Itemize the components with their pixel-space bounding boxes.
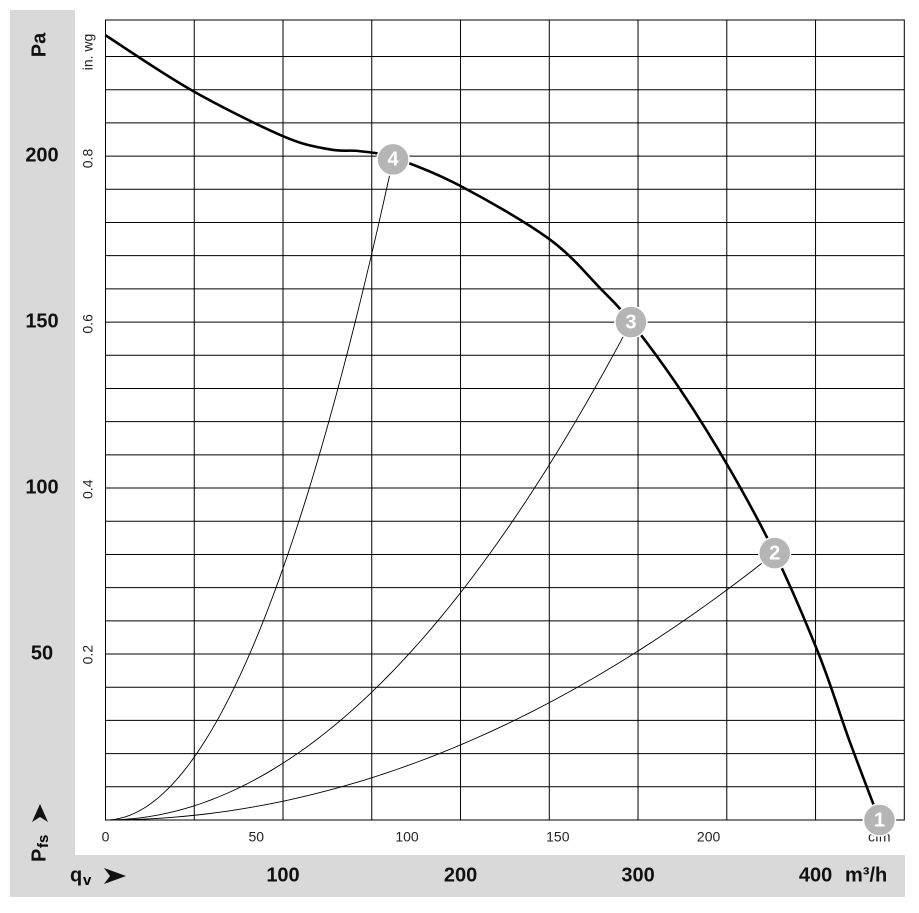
x2-tick-label: 0 bbox=[102, 829, 110, 845]
x-tick-label: 400 bbox=[799, 864, 832, 886]
bottom-band bbox=[10, 855, 905, 897]
x2-tick-label: 150 bbox=[546, 829, 570, 845]
system-curve bbox=[105, 321, 632, 821]
y2-tick-label: 0.4 bbox=[80, 479, 96, 499]
x-label: m³/h bbox=[845, 864, 887, 886]
operating-point bbox=[614, 305, 648, 339]
operating-point bbox=[376, 142, 410, 177]
fan-curve bbox=[104, 34, 881, 821]
y-symbol: P fs bbox=[28, 804, 52, 862]
operating-point-label: 4 bbox=[388, 149, 400, 171]
arrow bbox=[32, 804, 48, 822]
system-curve bbox=[105, 159, 394, 821]
y-tick-label: 200 bbox=[25, 144, 58, 166]
operating-point bbox=[757, 536, 792, 570]
y-symbol-text: P bbox=[28, 849, 50, 862]
arrow bbox=[104, 868, 126, 884]
x-tick-label: 100 bbox=[266, 864, 299, 886]
y-symbol-sub: fs bbox=[35, 835, 52, 848]
x-symbol-text: q bbox=[70, 864, 82, 886]
left-band bbox=[10, 10, 75, 897]
x2-tick-label: 200 bbox=[697, 829, 721, 845]
operating-point-label: 3 bbox=[625, 311, 636, 333]
plot-frame bbox=[105, 19, 905, 821]
x-tick-label: 200 bbox=[444, 864, 477, 886]
y2-tick-label: 0.6 bbox=[80, 314, 96, 334]
x2-tick-label: 50 bbox=[248, 829, 264, 845]
x-tick-label: 300 bbox=[621, 864, 654, 886]
y-tick-label: 150 bbox=[25, 310, 58, 332]
y2-tick-label: 0.2 bbox=[80, 645, 96, 665]
operating-point-label: 2 bbox=[769, 542, 780, 564]
operating-point bbox=[862, 803, 897, 837]
y-tick-label: 100 bbox=[25, 476, 58, 498]
y2-label: in. wg bbox=[80, 34, 96, 71]
y-label: Pa bbox=[28, 32, 50, 57]
operating-point-label: 1 bbox=[874, 809, 885, 831]
system-curve bbox=[105, 552, 775, 821]
x-symbol: q v bbox=[70, 864, 126, 889]
x-symbol-sub: v bbox=[83, 872, 92, 889]
y-tick-label: 50 bbox=[31, 642, 53, 664]
y2-tick-label: 0.8 bbox=[80, 149, 96, 169]
x2-tick-label: 100 bbox=[395, 829, 419, 845]
